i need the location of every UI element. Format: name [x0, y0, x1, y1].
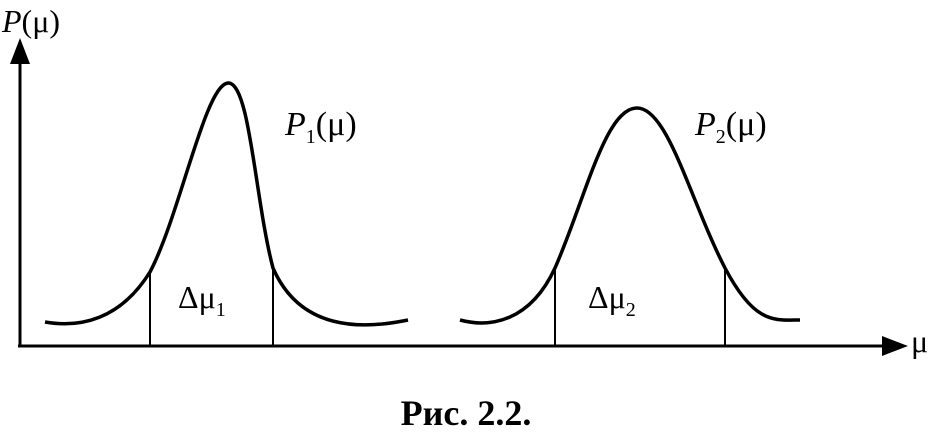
curve-label: P2(μ)	[694, 106, 767, 148]
curve-2	[459, 106, 801, 325]
x-axis-label: μ	[911, 323, 928, 359]
y-axis-arrow	[10, 38, 30, 64]
caption: Рис. 2.2.	[401, 393, 532, 433]
x-axis-arrow	[882, 336, 908, 356]
curve-label: P1(μ)	[284, 106, 357, 148]
width-label: Δμ1	[178, 279, 226, 321]
width-label: Δμ2	[588, 279, 636, 321]
curve-1	[44, 81, 409, 327]
y-axis-label: P(μ)	[1, 3, 60, 39]
